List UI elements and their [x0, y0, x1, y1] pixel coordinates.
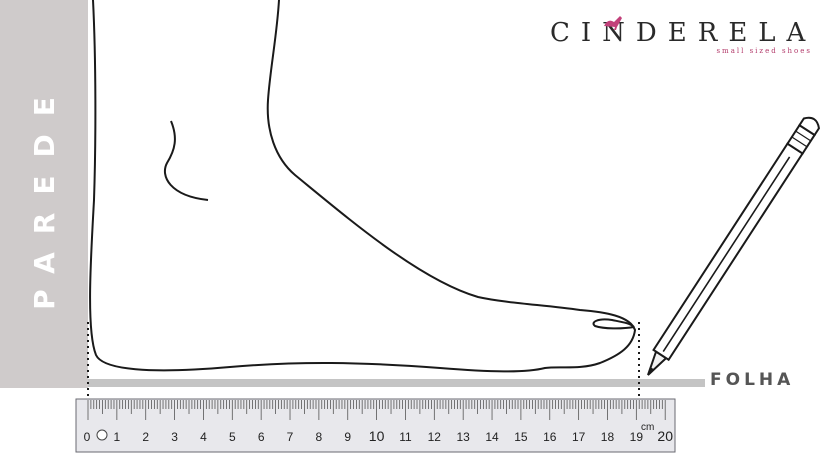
brand-name: CINDERELA — [550, 18, 817, 48]
high-heel-shoe-icon — [604, 16, 622, 30]
brand-tagline: small sized shoes — [716, 47, 812, 55]
wall-label: PAREDE — [0, 0, 88, 388]
ruler-number: 18 — [601, 430, 615, 444]
pencil-icon — [647, 116, 820, 376]
ruler-number: 20 — [657, 428, 673, 444]
ruler-number: 3 — [171, 430, 178, 444]
wall-label-text: PAREDE — [27, 78, 61, 310]
ruler-number: 10 — [369, 428, 385, 444]
ruler-number: 5 — [229, 430, 236, 444]
ruler-number: 6 — [258, 430, 265, 444]
ruler-number: 12 — [428, 430, 442, 444]
paper-sheet — [88, 379, 705, 387]
ruler-number: 19 — [630, 430, 644, 444]
ruler-hole — [96, 429, 108, 441]
brand-logo: CINDERELA small sized shoes — [550, 8, 812, 58]
ruler-number: 4 — [200, 430, 207, 444]
ruler-number: 1 — [114, 430, 121, 444]
ankle-bone — [163, 120, 209, 201]
wall-block — [0, 0, 88, 388]
ruler-number: 17 — [572, 430, 586, 444]
foot-outline — [89, 0, 637, 373]
ruler-number: 13 — [457, 430, 471, 444]
toenail — [592, 318, 635, 330]
ruler-number: 7 — [287, 430, 294, 444]
paper-label: FOLHA — [710, 370, 795, 390]
ruler-body — [75, 398, 676, 453]
ruler-number: 11 — [399, 430, 412, 444]
ruler-number: 2 — [142, 430, 149, 444]
ruler-number: 0 — [84, 430, 91, 444]
ruler-number: 14 — [485, 430, 499, 444]
ruler-unit-label: cm — [641, 422, 654, 433]
ruler-number: 9 — [344, 430, 351, 444]
ruler-number: 15 — [514, 430, 528, 444]
ruler-number: 16 — [543, 430, 557, 444]
ruler: 0 1 2 3 4 5 6 7 8 9 10 11 12 13 14 15 16 17 18 19 20 cm — [75, 398, 676, 453]
ruler-number: 8 — [316, 430, 323, 444]
